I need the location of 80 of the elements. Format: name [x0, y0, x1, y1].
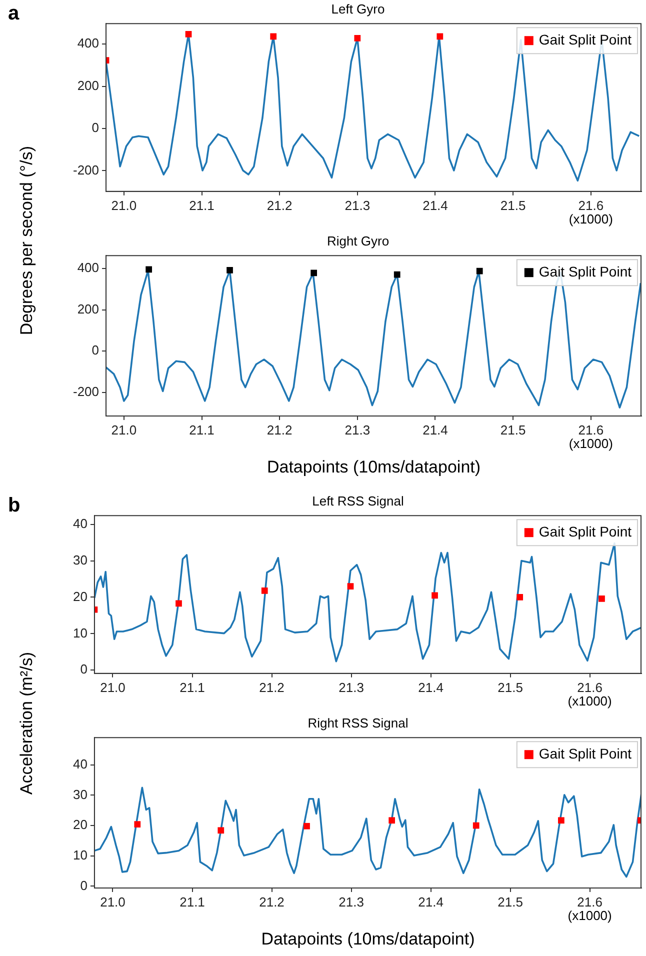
y-tick-label: 40 [72, 516, 88, 531]
point [354, 34, 361, 42]
y-tick-label: 20 [72, 817, 88, 832]
x-tick-label: 21.3 [338, 894, 364, 910]
point [176, 600, 182, 607]
x-tick-label: 21.0 [100, 680, 126, 695]
text: (x1000) [568, 211, 613, 226]
y-axis-title: Acceleration (m²/s) [17, 652, 37, 794]
text: (x1000) [568, 436, 613, 452]
text: (x1000) [568, 908, 612, 924]
x-tick-label: 21.0 [111, 198, 137, 213]
point [558, 817, 564, 824]
y-tick-label: 0 [80, 662, 88, 677]
y-tick-label: 400 [77, 260, 100, 276]
y-tick-label: 20 [72, 588, 88, 604]
x-tick-label: 21.4 [418, 894, 444, 910]
point [261, 587, 268, 594]
x-tick-label: 21.6 [578, 422, 604, 438]
x-tick-label: 21.5 [500, 198, 526, 213]
point [598, 596, 605, 602]
point [516, 594, 524, 600]
y-axis-title: Degrees per second (°/s) [17, 146, 37, 336]
y-tick-label: 10 [72, 625, 88, 640]
point [185, 30, 192, 38]
x-tick-label: 21.6 [577, 894, 602, 910]
text: b [8, 494, 20, 517]
x-tick-label: 21.3 [338, 680, 364, 695]
x-tick-label: 21.4 [422, 198, 448, 213]
x-axis-title: Datapoints (10ms/datapoint) [261, 929, 475, 948]
y-tick-label: 10 [72, 847, 88, 862]
y-tick-label: -200 [72, 384, 100, 399]
y-tick-label: 0 [92, 120, 100, 136]
y-tick-label: 200 [77, 301, 100, 316]
chart-title: Left Gyro [331, 1, 385, 16]
x-tick-label: 21.2 [259, 894, 284, 910]
point [432, 592, 438, 599]
y-tick-label: 30 [72, 552, 88, 568]
x-tick-label: 21.1 [189, 422, 214, 438]
y-tick-label: 400 [77, 36, 100, 51]
y-tick-label: -200 [72, 162, 100, 178]
x-tick-label: 21.4 [418, 680, 444, 695]
x-tick-label: 21.1 [189, 198, 214, 213]
x-tick-label: 21.1 [180, 680, 205, 695]
x-tick-label: 21.2 [266, 422, 292, 438]
y-tick-label: 30 [72, 786, 88, 802]
y-tick-label: 0 [80, 878, 88, 893]
y-tick-label: 200 [77, 78, 100, 93]
x-tick-label: 21.5 [498, 680, 523, 695]
legend-label: Gait Split Point [538, 31, 632, 48]
x-tick-label: 21.0 [111, 422, 137, 438]
x-tick-label: 21.4 [422, 422, 448, 438]
legend-label: Gait Split Point [538, 523, 632, 540]
x-tick-label: 21.6 [578, 198, 604, 213]
legend-label: Gait Split Point [538, 263, 632, 280]
point [347, 583, 354, 590]
y-tick-label: 0 [92, 342, 100, 358]
x-axis-title: Datapoints (10ms/datapoint) [266, 457, 481, 476]
point [218, 827, 224, 834]
point [388, 817, 396, 824]
x-tick-label: 21.3 [344, 422, 370, 438]
x-tick-label: 21.2 [266, 198, 292, 213]
point [134, 821, 141, 828]
point [436, 33, 444, 40]
chart-title: Left RSS Signal [312, 493, 404, 508]
x-tick-label: 21.6 [577, 680, 602, 695]
point [270, 33, 277, 40]
x-tick-label: 21.5 [500, 422, 526, 438]
legend-label: Gait Split Point [538, 745, 632, 762]
x-tick-label: 21.1 [180, 894, 205, 910]
chart-title: Right Gyro [326, 233, 390, 248]
x-tick-label: 21.2 [259, 680, 284, 695]
x-tick-label: 21.5 [498, 894, 523, 910]
chart-title: Right RSS Signal [308, 715, 408, 730]
point [304, 822, 310, 830]
point [472, 822, 480, 829]
y-tick-label: 40 [72, 756, 88, 772]
text: (x1000) [568, 693, 612, 708]
text: a [8, 2, 20, 25]
x-tick-label: 21.0 [100, 894, 126, 910]
x-tick-label: 21.3 [344, 198, 370, 213]
